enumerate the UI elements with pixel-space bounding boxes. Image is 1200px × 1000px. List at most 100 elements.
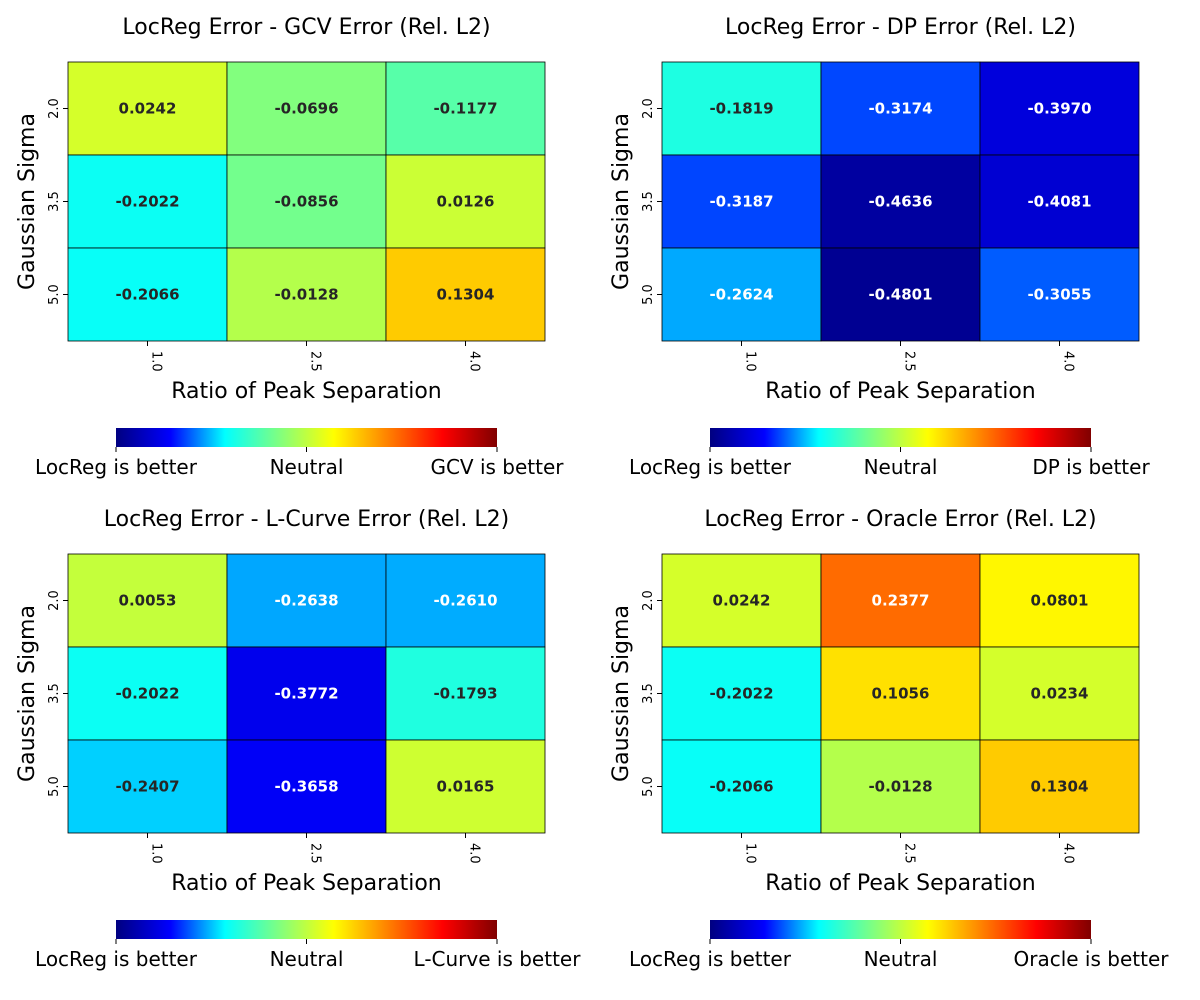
cell-value-label: -0.2066 [709,778,773,796]
y-tick-label: 5.0 [47,284,62,305]
colorbar-gradient [116,428,497,447]
x-tick-label: 2.5 [902,351,917,372]
colorbar-label: LocReg is better [35,455,198,479]
cell-value-label: 0.0126 [437,193,495,211]
panel-title: LocReg Error - Oracle Error (Rel. L2) [704,507,1096,532]
heatmap-panel-4: LocReg Error - Oracle Error (Rel. L2) 0.0… [609,507,1169,971]
heatmap-cell [385,646,546,741]
heatmap-cell [661,739,822,834]
y-tick-label: 3.5 [47,191,62,212]
heatmap-cells: -0.1819 -0.3174 -0.3970 -0.3187 -0.4636 -0.40… [661,61,1140,342]
x-tick-label: 2.5 [308,351,323,372]
heatmap-cells: 0.0242 -0.0696 -0.1177 -0.2022 -0.0856 0.0126… [67,61,546,342]
heatmap-cell [820,646,981,741]
cell-value-label: -0.2066 [115,286,179,304]
heatmap-cell [979,154,1140,249]
cell-value-label: 0.0242 [713,592,771,610]
heatmap-cell [979,247,1140,342]
colorbar-gradient [116,920,497,939]
heatmap-cells: 0.0053 -0.2638 -0.2610 -0.2022 -0.3772 -0.179… [67,553,546,834]
heatmap-cell [226,154,387,249]
cell-value-label: 0.0242 [119,100,177,118]
cell-value-label: -0.0128 [868,778,932,796]
heatmap-cell [226,739,387,834]
y-tick-label: 3.5 [641,191,656,212]
heatmap-cell [661,61,822,156]
colorbar-label: Neutral [864,947,938,971]
y-tick-label: 3.5 [641,683,656,704]
x-tick-label: 4.0 [1061,351,1076,372]
cell-value-label: -0.3174 [868,100,932,118]
heatmap-cell [385,154,546,249]
x-tick-label: 1.0 [743,351,758,372]
cell-value-label: -0.4081 [1027,193,1091,211]
cell-value-label: 0.2377 [872,592,930,610]
heatmap-cell [979,646,1140,741]
panel-title: LocReg Error - DP Error (Rel. L2) [725,15,1076,40]
colorbar-label: GCV is better [430,455,564,479]
cell-value-label: 0.0053 [119,592,177,610]
cell-value-label: -0.4801 [868,286,932,304]
y-tick-label: 5.0 [641,284,656,305]
heatmap-cell [67,646,228,741]
x-tick-label: 4.0 [467,351,482,372]
cell-value-label: 0.1304 [437,286,495,304]
y-axis-label: Gaussian Sigma [15,113,40,290]
x-axis-label: Ratio of Peak Separation [765,379,1036,404]
x-tick-label: 1.0 [149,843,164,864]
cell-value-label: -0.0128 [274,286,338,304]
heatmap-cell [979,553,1140,648]
colorbar-label: LocReg is better [629,947,792,971]
colorbar-label: LocReg is better [629,455,792,479]
heatmap-cell [820,154,981,249]
colorbar-label: Neutral [270,455,344,479]
heatmap-cell [820,553,981,648]
heatmap-cell [661,154,822,249]
colorbar-label: Oracle is better [1014,947,1170,971]
cell-value-label: -0.1793 [433,685,497,703]
x-tick-label: 2.5 [308,843,323,864]
panel-title: LocReg Error - L-Curve Error (Rel. L2) [104,507,509,532]
heatmap-cells: 0.0242 0.2377 0.0801 -0.2022 0.1056 0.0234 -0.… [661,553,1140,834]
colorbar: LocReg is better Neutral Oracle is better [629,920,1169,971]
heatmap-cell [661,247,822,342]
cell-value-label: -0.2022 [709,685,773,703]
cell-value-label: -0.2638 [274,592,338,610]
colorbar-gradient [710,428,1091,447]
x-axis-label: Ratio of Peak Separation [765,871,1036,896]
x-axis-label: Ratio of Peak Separation [171,871,442,896]
heatmap-cell [979,61,1140,156]
heatmap-cell [820,61,981,156]
heatmap-cell [226,553,387,648]
heatmap-cell [67,739,228,834]
colorbar-label: Neutral [864,455,938,479]
cell-value-label: -0.1177 [433,100,497,118]
x-tick-label: 1.0 [149,351,164,372]
heatmap-cell [661,646,822,741]
heatmap-cell [67,247,228,342]
cell-value-label: -0.2407 [115,778,179,796]
cell-value-label: -0.2610 [433,592,497,610]
heatmap-cell [979,739,1140,834]
heatmap-cell [661,553,822,648]
cell-value-label: -0.3658 [274,778,338,796]
y-tick-label: 2.0 [47,590,62,611]
heatmap-cell [67,61,228,156]
y-tick-label: 2.0 [641,98,656,119]
heatmap-cell [385,739,546,834]
cell-value-label: -0.0696 [274,100,338,118]
y-axis-label: Gaussian Sigma [609,113,634,290]
colorbar-label: Neutral [270,947,344,971]
cell-value-label: -0.3772 [274,685,338,703]
heatmap-cell [226,646,387,741]
heatmap-panel-3: LocReg Error - L-Curve Error (Rel. L2) 0.… [15,507,581,971]
x-tick-label: 2.5 [902,843,917,864]
y-tick-label: 3.5 [47,683,62,704]
heatmap-cell [385,61,546,156]
cell-value-label: -0.1819 [709,100,773,118]
heatmap-panel-1: LocReg Error - GCV Error (Rel. L2) 0.0242… [15,15,564,479]
heatmap-cell [67,553,228,648]
y-axis-label: Gaussian Sigma [609,605,634,782]
cell-value-label: -0.3970 [1027,100,1091,118]
